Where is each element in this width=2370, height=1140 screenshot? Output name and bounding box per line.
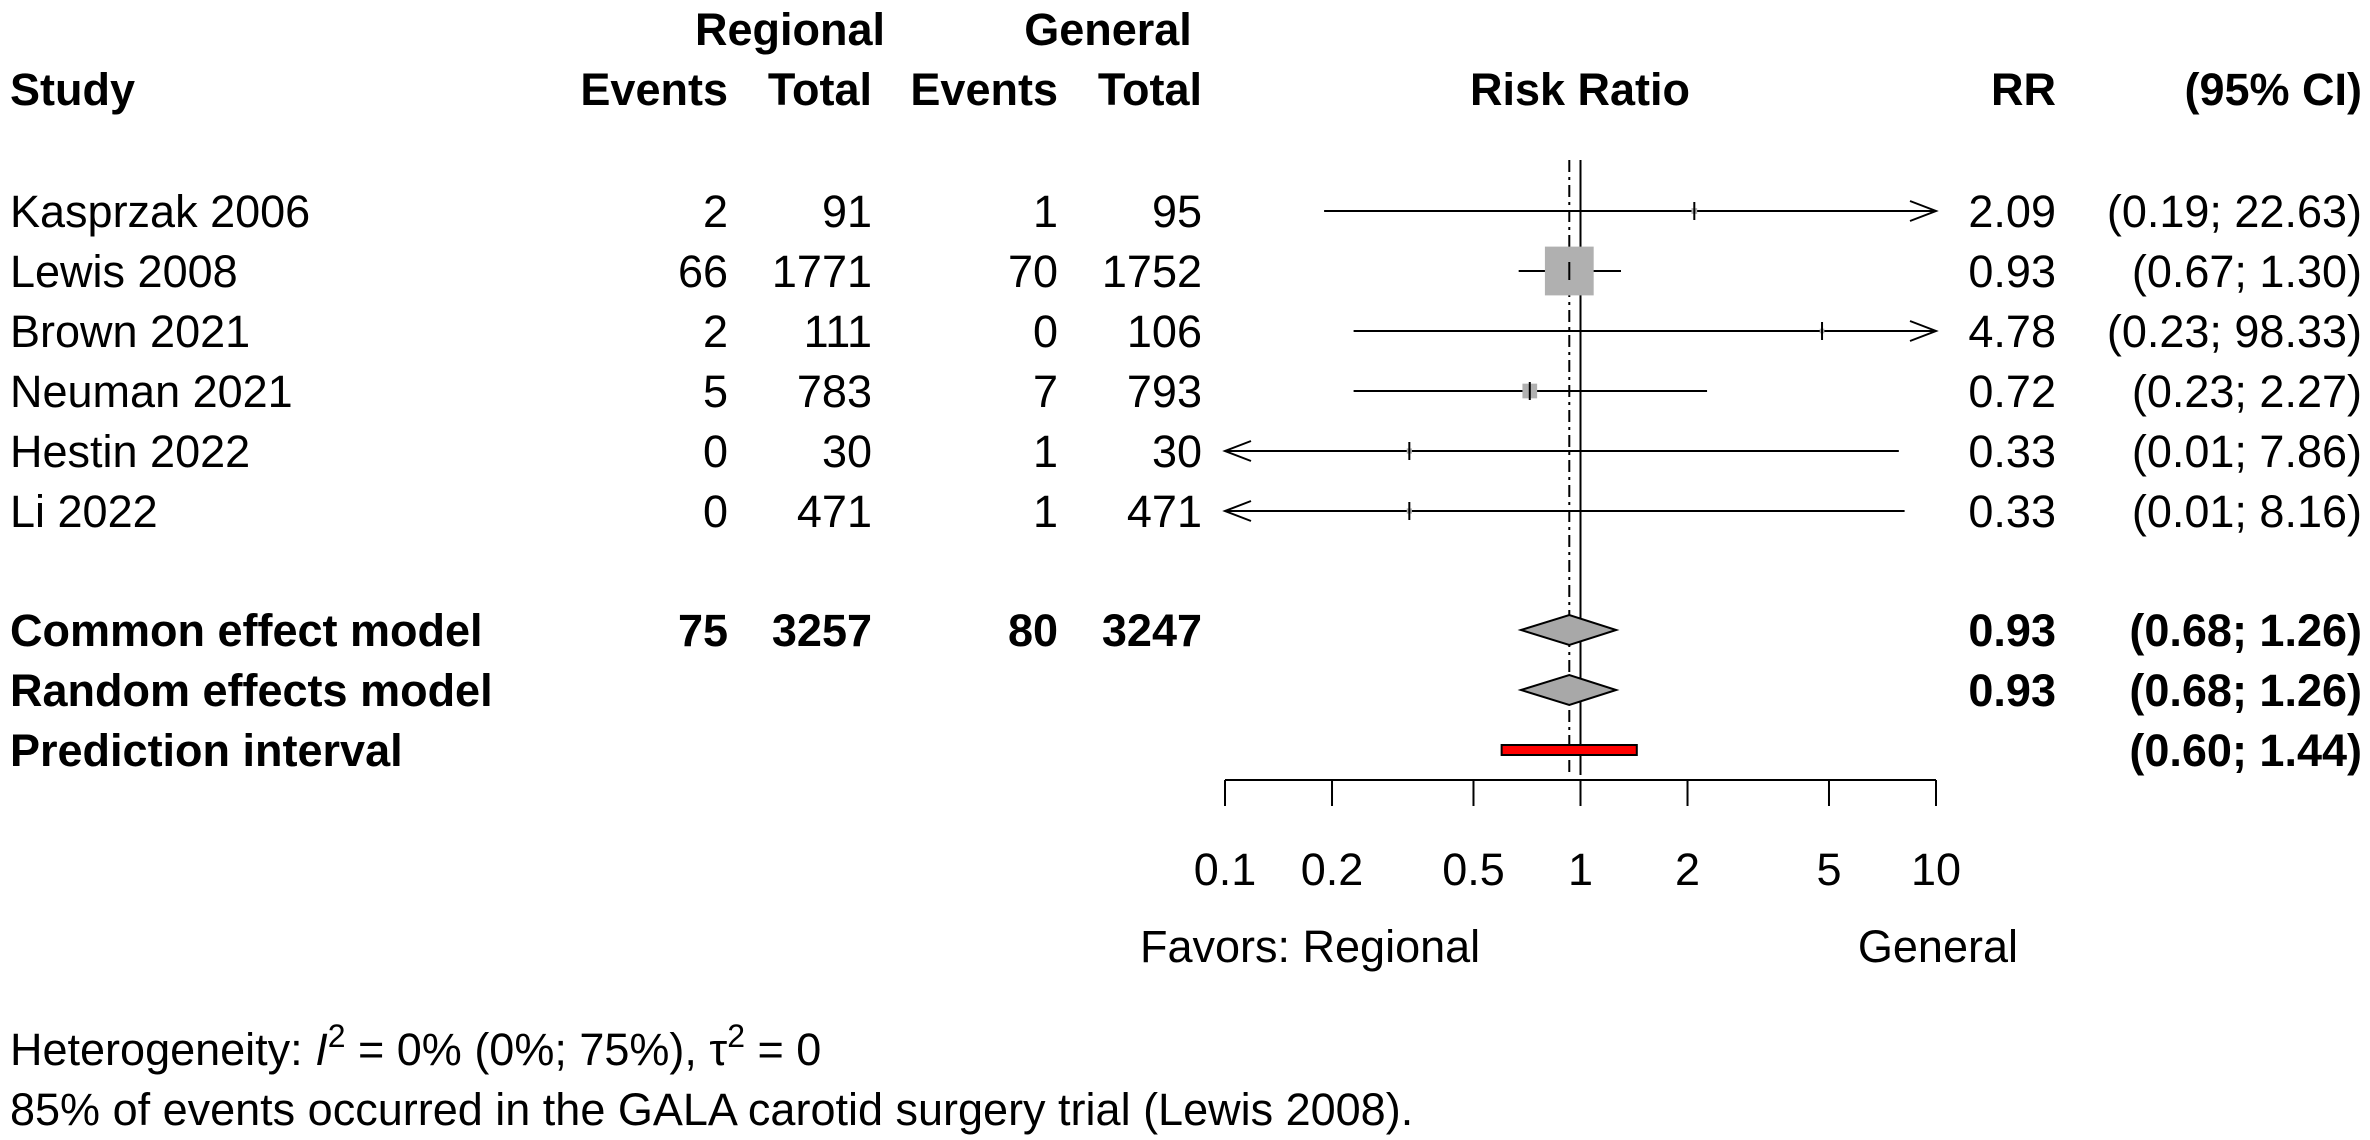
x-tick-label: 10 xyxy=(1911,844,1961,895)
random-ci: (0.68; 1.26) xyxy=(2129,665,2362,716)
prediction-ci: (0.60; 1.44) xyxy=(2129,725,2362,776)
study-rr: 0.33 xyxy=(1968,426,2056,477)
study-name: Kasprzak 2006 xyxy=(10,186,310,237)
study-estimate xyxy=(1324,200,1939,222)
study-ci: (0.19; 22.63) xyxy=(2107,186,2362,237)
regional-total: 91 xyxy=(822,186,872,237)
study-ci: (0.23; 2.27) xyxy=(2132,366,2362,417)
x-tick-label: 5 xyxy=(1816,844,1841,895)
regional-events: 5 xyxy=(703,366,728,417)
general-total: 793 xyxy=(1127,366,1202,417)
bottom-text: Favors: Regional General Heterogeneity: … xyxy=(10,921,2018,1135)
regional-events: 2 xyxy=(703,306,728,357)
study-ci: (0.67; 1.30) xyxy=(2132,246,2362,297)
x-tick-label: 0.2 xyxy=(1301,844,1364,895)
header-group-general: General xyxy=(1024,4,1192,55)
favors-right-label: General xyxy=(1858,921,2018,972)
regional-total: 30 xyxy=(822,426,872,477)
general-events: 1 xyxy=(1033,186,1058,237)
common-general-total: 3247 xyxy=(1102,605,1202,656)
common-effect-diamond xyxy=(1517,613,1620,647)
general-events: 1 xyxy=(1033,426,1058,477)
study-estimate xyxy=(1222,440,1899,462)
common-general-events: 80 xyxy=(1008,605,1058,656)
favors-left-label: Favors: Regional xyxy=(1140,921,1480,972)
random-rr: 0.93 xyxy=(1968,665,2056,716)
random-effects-label: Random effects model xyxy=(10,665,493,716)
ci-arrow-left xyxy=(1222,440,1252,462)
header-regional-events: Events xyxy=(580,64,728,115)
study-rr: 2.09 xyxy=(1968,186,2056,237)
footnote-text: 85% of events occurred in the GALA carot… xyxy=(10,1084,1413,1135)
ci-arrow-right xyxy=(1909,200,1939,222)
plot-marks xyxy=(1222,160,1939,775)
regional-events: 66 xyxy=(678,246,728,297)
study-name: Lewis 2008 xyxy=(10,246,238,297)
common-regional-total: 3257 xyxy=(772,605,872,656)
general-total: 471 xyxy=(1127,486,1202,537)
ci-arrow-right xyxy=(1909,320,1939,342)
study-name: Neuman 2021 xyxy=(10,366,293,417)
study-rr: 0.72 xyxy=(1968,366,2056,417)
common-regional-events: 75 xyxy=(678,605,728,656)
x-tick-label: 0.5 xyxy=(1442,844,1505,895)
study-ci: (0.23; 98.33) xyxy=(2107,306,2362,357)
study-name: Li 2022 xyxy=(10,486,158,537)
study-estimate xyxy=(1518,246,1622,296)
study-estimate xyxy=(1222,500,1905,522)
header-general-total: Total xyxy=(1098,64,1202,115)
common-rr: 0.93 xyxy=(1968,605,2056,656)
general-events: 7 xyxy=(1033,366,1058,417)
header-measure: Risk Ratio xyxy=(1470,64,1690,115)
regional-total: 783 xyxy=(797,366,872,417)
general-events: 1 xyxy=(1033,486,1058,537)
general-total: 1752 xyxy=(1102,246,1202,297)
general-events: 70 xyxy=(1008,246,1058,297)
header-regional-total: Total xyxy=(768,64,872,115)
x-axis: 0.1 0.2 0.5 1 2 5 10 xyxy=(1194,779,1961,895)
ci-arrow-left xyxy=(1222,500,1252,522)
random-effects-diamond xyxy=(1517,673,1620,707)
study-name: Hestin 2022 xyxy=(10,426,250,477)
study-rr: 4.78 xyxy=(1968,306,2056,357)
general-total: 106 xyxy=(1127,306,1202,357)
study-ci: (0.01; 8.16) xyxy=(2132,486,2362,537)
header-study: Study xyxy=(10,64,135,115)
header-group-regional: Regional xyxy=(695,4,885,55)
x-tick-label: 2 xyxy=(1675,844,1700,895)
general-total: 95 xyxy=(1152,186,1202,237)
common-effect-label: Common effect model xyxy=(10,605,483,656)
regional-total: 471 xyxy=(797,486,872,537)
column-headers: Study Regional General Events Total Even… xyxy=(10,4,2362,115)
header-ci: (95% CI) xyxy=(2184,64,2362,115)
x-tick-label: 0.1 xyxy=(1194,844,1257,895)
header-rr: RR xyxy=(1991,64,2056,115)
study-estimate xyxy=(1353,382,1708,400)
common-ci: (0.68; 1.26) xyxy=(2129,605,2362,656)
table-rows: Kasprzak 2006 2 91 1 95 2.09 (0.19; 22.63) Lewi… xyxy=(10,186,2362,776)
general-events: 0 xyxy=(1033,306,1058,357)
prediction-interval-label: Prediction interval xyxy=(10,725,403,776)
regional-events: 0 xyxy=(703,426,728,477)
heterogeneity-text: Heterogeneity: I2 = 0% (0%; 75%), τ2 = 0 xyxy=(10,1018,821,1075)
study-rr: 0.33 xyxy=(1968,486,2056,537)
study-ci: (0.01; 7.86) xyxy=(2132,426,2362,477)
study-rr: 0.93 xyxy=(1968,246,2056,297)
regional-events: 2 xyxy=(703,186,728,237)
study-name: Brown 2021 xyxy=(10,306,250,357)
x-tick-label: 1 xyxy=(1568,844,1593,895)
prediction-interval-bar xyxy=(1500,744,1638,756)
header-general-events: Events xyxy=(910,64,1058,115)
general-total: 30 xyxy=(1152,426,1202,477)
regional-total: 1771 xyxy=(772,246,872,297)
regional-total: 111 xyxy=(804,306,872,357)
regional-events: 0 xyxy=(703,486,728,537)
study-estimate xyxy=(1353,320,1939,342)
